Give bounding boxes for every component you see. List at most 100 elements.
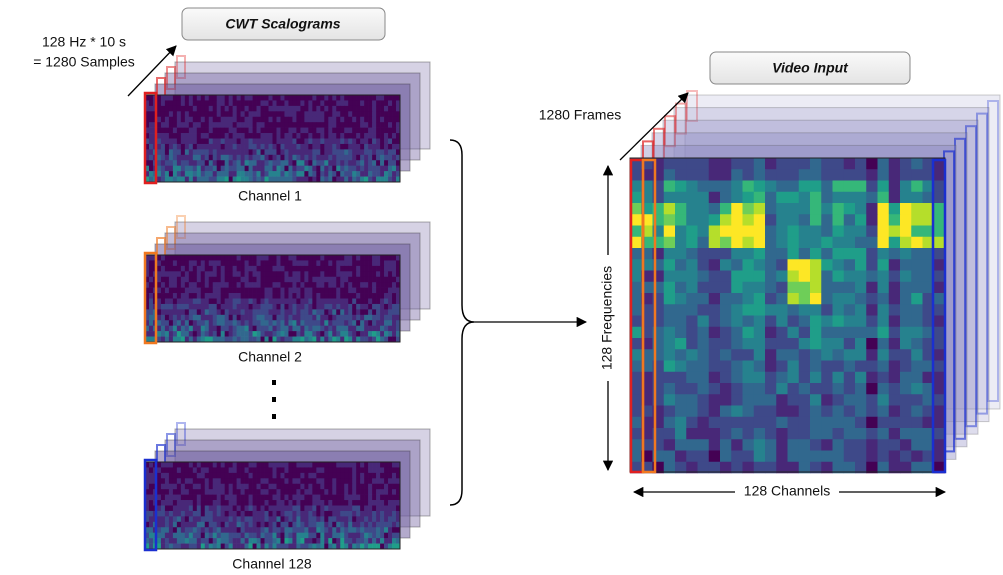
video-cell (709, 372, 721, 384)
scalogram-cell (225, 288, 229, 294)
scalogram-cell (348, 544, 352, 550)
video-cell (878, 282, 890, 294)
scalogram-cell (197, 511, 201, 517)
scalogram-cell (344, 133, 348, 139)
scalogram-cell (149, 337, 153, 343)
scalogram-cell (364, 478, 368, 484)
scalogram-cell (316, 133, 320, 139)
scalogram-cell (300, 288, 304, 294)
scalogram-cell (320, 522, 324, 528)
scalogram-cell (245, 484, 249, 490)
video-cell (934, 181, 946, 193)
scalogram-cell (308, 160, 312, 166)
video-cell (799, 439, 811, 451)
scalogram-cell (360, 484, 364, 490)
scalogram-cell (304, 484, 308, 490)
scalogram-cell (221, 467, 225, 473)
video-cell (866, 361, 878, 373)
video-cell (844, 394, 856, 406)
scalogram-cell (324, 309, 328, 315)
scalogram-cell (241, 489, 245, 495)
scalogram-cell (157, 500, 161, 506)
scalogram-cell (265, 139, 269, 145)
scalogram-cell (376, 533, 380, 539)
scalogram-cell (181, 139, 185, 145)
scalogram-cell (197, 544, 201, 550)
scalogram-cell (316, 331, 320, 337)
scalogram-cell (157, 255, 161, 261)
scalogram-cell (300, 516, 304, 522)
scalogram-cell (308, 511, 312, 517)
scalogram-cell (356, 478, 360, 484)
video-cell (788, 248, 800, 260)
scalogram-cell (209, 495, 213, 501)
video-cell (754, 169, 766, 181)
scalogram-cell (161, 95, 165, 101)
scalogram-cell (364, 260, 368, 266)
scalogram-cell (308, 337, 312, 343)
scalogram-cell (368, 293, 372, 299)
scalogram-cell (364, 149, 368, 155)
scalogram-cell (344, 95, 348, 101)
scalogram-cell (384, 309, 388, 315)
scalogram-cell (225, 260, 229, 266)
video-cell (698, 282, 710, 294)
scalogram-cell (316, 478, 320, 484)
scalogram-cell (169, 106, 173, 112)
scalogram-cell (193, 166, 197, 172)
scalogram-cell (245, 522, 249, 528)
scalogram-cell (360, 266, 364, 272)
scalogram-cell (189, 155, 193, 161)
scalogram-cell (368, 139, 372, 145)
scalogram-cell (364, 106, 368, 112)
scalogram-cell (269, 473, 273, 479)
scalogram-cell (372, 149, 376, 155)
scalogram-cell (344, 117, 348, 123)
scalogram-cell (185, 337, 189, 343)
scalogram-cell (364, 266, 368, 272)
scalogram-cell (257, 117, 261, 123)
video-cell (844, 271, 856, 283)
scalogram-cell (344, 309, 348, 315)
scalogram-cell (368, 315, 372, 321)
scalogram-cell (324, 144, 328, 150)
scalogram-cell (237, 95, 241, 101)
scalogram-cell (209, 506, 213, 512)
scalogram-cell (161, 277, 165, 283)
scalogram-cell (249, 128, 253, 134)
scalogram-cell (352, 271, 356, 277)
scalogram-cell (360, 260, 364, 266)
scalogram-cell (364, 495, 368, 501)
scalogram-cell (213, 511, 217, 517)
scalogram-cell (364, 473, 368, 479)
scalogram-cell (292, 260, 296, 266)
scalogram-cell (245, 527, 249, 533)
scalogram-cell (368, 326, 372, 332)
scalogram-cell (261, 128, 265, 134)
scalogram-cell (165, 506, 169, 512)
scalogram-cell (245, 288, 249, 294)
video-cell (844, 226, 856, 238)
scalogram-cell (261, 495, 265, 501)
scalogram-cell (253, 337, 257, 343)
scalogram-cell (320, 117, 324, 123)
scalogram-cell (177, 160, 181, 166)
scalogram-cell (225, 473, 229, 479)
scalogram-cell (217, 331, 221, 337)
scalogram-cell (352, 255, 356, 261)
scalogram-cell (368, 100, 372, 106)
scalogram-cell (276, 533, 280, 539)
sample-note: = 1280 Samples (33, 54, 135, 70)
scalogram-cell (320, 527, 324, 533)
scalogram-cell (161, 315, 165, 321)
scalogram-cell (308, 331, 312, 337)
scalogram-cell (245, 171, 249, 177)
scalogram-cell (193, 304, 197, 310)
scalogram-cell (217, 166, 221, 172)
scalogram-cell (185, 166, 189, 172)
scalogram-cell (265, 288, 269, 294)
scalogram-cell (384, 544, 388, 550)
scalogram-cell (249, 506, 253, 512)
scalogram-cell (320, 166, 324, 172)
video-cell (675, 451, 687, 463)
